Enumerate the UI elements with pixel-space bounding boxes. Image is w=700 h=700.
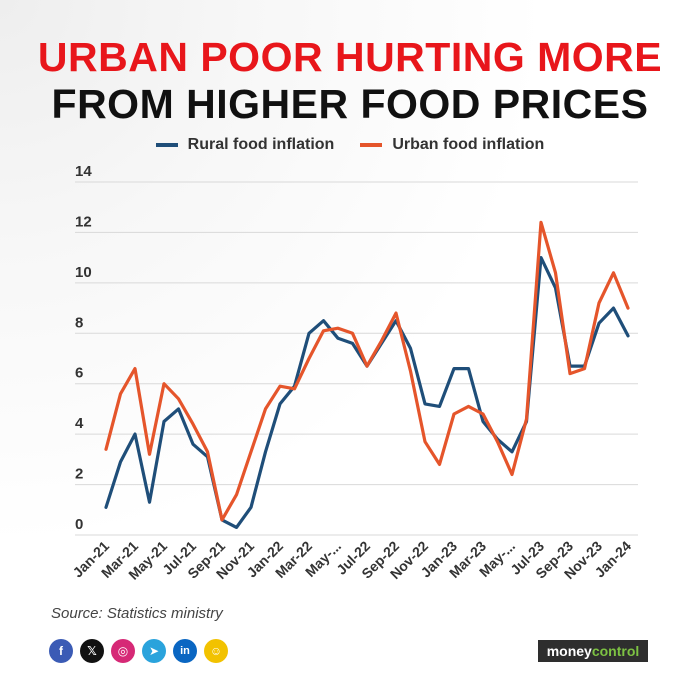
- moneycontrol-logo: money control: [538, 640, 648, 662]
- y-tick-label: 2: [75, 466, 83, 483]
- source-note: Source: Statistics ministry: [51, 605, 223, 622]
- legend-item-urban: Urban food inflation: [360, 136, 544, 154]
- series-line-rural: [104, 256, 630, 530]
- chart-title-line2: FROM HIGHER FOOD PRICES: [51, 81, 649, 127]
- y-tick-label: 0: [75, 516, 83, 533]
- x-icon[interactable]: 𝕏: [80, 639, 104, 663]
- legend-item-rural: Rural food inflation: [155, 136, 335, 154]
- logo-text-control: control: [591, 643, 640, 659]
- y-tick-label: 10: [75, 264, 92, 281]
- y-tick-label: 8: [75, 314, 83, 331]
- snapchat-icon[interactable]: ☺: [204, 639, 228, 663]
- facebook-icon[interactable]: f: [49, 639, 73, 663]
- y-tick-label: 6: [75, 365, 83, 382]
- chart-title-line1: URBAN POOR HURTING MORE: [37, 34, 663, 80]
- series-line-urban: [104, 220, 630, 522]
- telegram-icon[interactable]: ➤: [142, 639, 166, 663]
- legend-swatch-rural: [155, 143, 178, 147]
- logo-text-money: money: [546, 643, 592, 659]
- legend: Rural food inflation Urban food inflatio…: [0, 136, 700, 154]
- social-icons: f 𝕏 ◎ ➤ in ☺: [49, 639, 228, 663]
- instagram-icon[interactable]: ◎: [111, 639, 135, 663]
- legend-swatch-urban: [360, 143, 383, 147]
- y-tick-label: 4: [75, 415, 84, 432]
- legend-label-urban: Urban food inflation: [392, 136, 545, 153]
- linkedin-icon[interactable]: in: [173, 639, 197, 663]
- legend-label-rural: Rural food inflation: [187, 136, 335, 153]
- y-tick-label: 12: [75, 213, 92, 230]
- y-tick-label: 14: [75, 163, 92, 180]
